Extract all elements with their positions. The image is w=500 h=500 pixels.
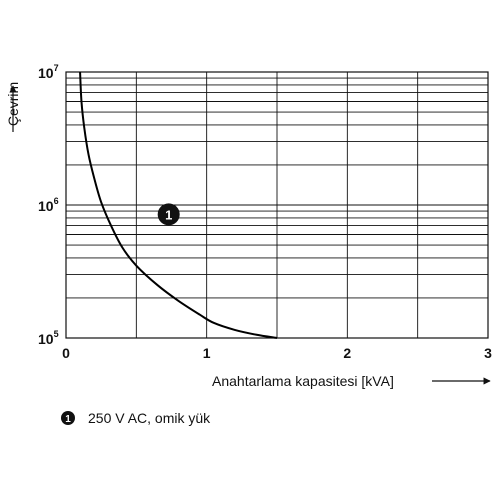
x-tick-label: 3 (484, 345, 492, 361)
annotation-marker: 1 (157, 203, 180, 226)
y-tick-label: 105 (38, 329, 59, 347)
legend-item-label: 250 V AC, omik yük (88, 410, 211, 426)
x-tick-label: 1 (203, 345, 211, 361)
grid (66, 72, 488, 338)
y-tick-label: 106 (38, 196, 59, 214)
x-tick-label: 2 (343, 345, 351, 361)
series-line (79, 71, 278, 339)
x-axis-label: Anahtarlama kapasitesi [kVA] (212, 373, 394, 389)
legend: 1 250 V AC, omik yük (61, 410, 211, 426)
legend-marker (61, 411, 75, 425)
y-tick-label: 107 (38, 63, 59, 81)
x-tick-label: 0 (62, 345, 70, 361)
legend-marker-label: 1 (65, 414, 71, 425)
tick-labels: 0 1 2 3 105 106 107 (38, 63, 492, 361)
annotation-label: 1 (165, 207, 172, 222)
annotation-circle (157, 203, 180, 226)
